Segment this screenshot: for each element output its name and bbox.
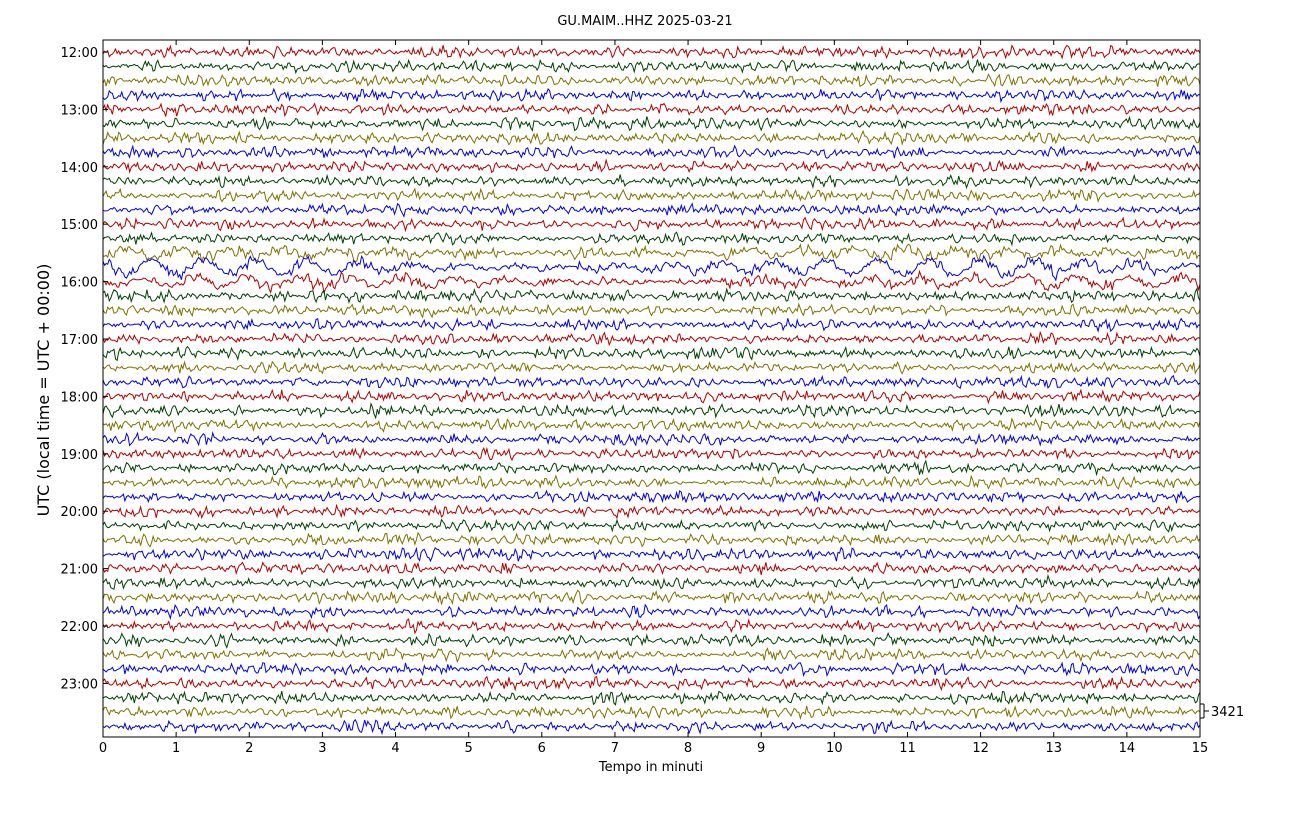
trace-line bbox=[102, 518, 1201, 533]
scale-label: 3421 bbox=[1211, 705, 1244, 720]
y-tick-label: 17:00 bbox=[61, 333, 98, 348]
trace-line bbox=[102, 675, 1201, 692]
trace-line bbox=[102, 402, 1201, 420]
trace-line bbox=[102, 158, 1201, 174]
x-tick-label: 9 bbox=[757, 741, 765, 756]
trace-line bbox=[102, 661, 1201, 678]
x-tick-label: 3 bbox=[318, 741, 326, 756]
trace-line bbox=[102, 216, 1201, 233]
trace-line bbox=[102, 459, 1201, 477]
y-tick-label: 15:00 bbox=[61, 218, 98, 233]
y-tick-label: 20:00 bbox=[61, 505, 98, 520]
trace-line bbox=[102, 546, 1201, 563]
trace-line bbox=[102, 446, 1201, 462]
x-tick-label: 10 bbox=[826, 741, 843, 756]
trace-line bbox=[102, 631, 1201, 649]
x-tick-label: 13 bbox=[1045, 741, 1062, 756]
y-tick-label: 12:00 bbox=[61, 46, 98, 61]
trace-line bbox=[102, 705, 1201, 721]
trace-line bbox=[102, 531, 1201, 548]
trace-line bbox=[102, 489, 1201, 505]
trace-line bbox=[102, 417, 1201, 434]
trace-line bbox=[102, 317, 1201, 334]
trace-line bbox=[102, 718, 1201, 736]
trace-line bbox=[102, 173, 1201, 190]
y-tick-label: 21:00 bbox=[61, 563, 98, 578]
trace-line bbox=[102, 647, 1201, 663]
trace-line bbox=[102, 202, 1201, 218]
trace-line bbox=[102, 388, 1201, 405]
amplitude-scale: 3421 bbox=[1200, 703, 1244, 720]
trace-line bbox=[102, 690, 1201, 706]
trace-line bbox=[102, 187, 1201, 203]
x-tick-label: 14 bbox=[1119, 741, 1136, 756]
y-tick-label: 18:00 bbox=[61, 390, 98, 405]
trace-line bbox=[102, 474, 1201, 490]
trace-line bbox=[102, 561, 1201, 576]
trace-line bbox=[102, 87, 1201, 104]
x-axis-label: Tempo in minuti bbox=[598, 760, 703, 775]
x-tick-label: 2 bbox=[245, 741, 253, 756]
x-tick-label: 11 bbox=[899, 741, 916, 756]
trace-line bbox=[102, 129, 1201, 146]
trace-line bbox=[102, 243, 1201, 264]
x-tick-label: 7 bbox=[611, 741, 619, 756]
trace-line bbox=[102, 73, 1201, 88]
x-tick-label: 1 bbox=[172, 741, 180, 756]
trace-line bbox=[102, 589, 1201, 606]
trace-line bbox=[102, 254, 1201, 282]
y-tick-label: 14:00 bbox=[61, 161, 98, 176]
trace-line bbox=[102, 603, 1201, 621]
y-tick-label: 23:00 bbox=[61, 677, 98, 692]
x-tick-label: 5 bbox=[465, 741, 473, 756]
y-axis-label: UTC (local time = UTC + 00:00) bbox=[34, 264, 53, 517]
x-tick-label: 15 bbox=[1192, 741, 1209, 756]
plot-frame bbox=[102, 39, 1201, 738]
chart-title: GU.MAIM..HHZ 2025-03-21 bbox=[557, 14, 732, 29]
trace-line bbox=[102, 618, 1201, 635]
y-tick-label: 22:00 bbox=[61, 620, 98, 635]
trace-line bbox=[102, 287, 1201, 305]
trace-line bbox=[102, 302, 1201, 319]
x-tick-label: 8 bbox=[684, 741, 692, 756]
trace-line bbox=[102, 58, 1201, 75]
trace-line bbox=[102, 102, 1201, 118]
x-tick-label: 12 bbox=[972, 741, 989, 756]
trace-line bbox=[102, 360, 1201, 375]
trace-line bbox=[102, 503, 1201, 520]
trace-line bbox=[102, 269, 1201, 295]
y-tick-label: 19:00 bbox=[61, 448, 98, 463]
trace-line bbox=[102, 345, 1201, 362]
trace-line bbox=[102, 330, 1201, 347]
y-tick-label: 16:00 bbox=[61, 276, 98, 291]
x-axis-ticks: 0 1 2 3 4 5 6 7 8 9 10 11 12 13 14 15 bbox=[99, 40, 1208, 756]
trace-line bbox=[102, 231, 1201, 247]
y-tick-label: 13:00 bbox=[61, 103, 98, 118]
trace-line bbox=[102, 115, 1201, 132]
trace-line bbox=[102, 44, 1201, 60]
trace-line bbox=[102, 374, 1201, 390]
seismic-traces bbox=[102, 44, 1201, 736]
x-tick-label: 6 bbox=[538, 741, 546, 756]
trace-line bbox=[102, 430, 1201, 447]
trace-line bbox=[102, 573, 1201, 591]
trace-line bbox=[102, 144, 1201, 159]
y-axis-ticks: 12:00 13:00 14:00 15:00 16:00 17:00 18:00 19:00… bbox=[61, 46, 108, 692]
x-tick-label: 0 bbox=[99, 741, 107, 756]
x-tick-label: 4 bbox=[391, 741, 399, 756]
